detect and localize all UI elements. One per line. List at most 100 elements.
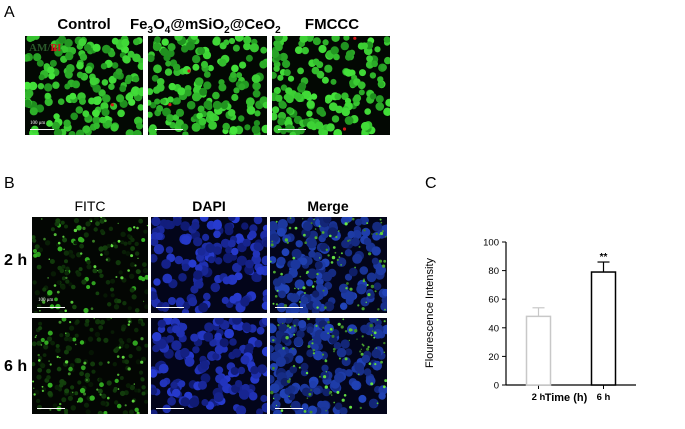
cell [84, 44, 92, 52]
cell [210, 282, 221, 293]
cell [249, 224, 258, 233]
cell [88, 381, 94, 388]
cell [47, 390, 53, 397]
fitc-dot [311, 285, 315, 288]
cell [308, 250, 316, 258]
fitc-dot [127, 367, 131, 371]
cell [132, 75, 140, 83]
cell [214, 257, 223, 265]
cell [214, 345, 224, 355]
fitc-dot [298, 366, 301, 369]
cell [383, 36, 390, 43]
cell [110, 330, 115, 334]
cell [111, 37, 119, 45]
cell [227, 239, 236, 248]
cell [130, 246, 135, 251]
cell [298, 320, 307, 329]
cell [326, 123, 335, 132]
fitc-dot [370, 284, 375, 289]
title-part: Fe [130, 16, 148, 33]
fitc-dot [383, 320, 386, 323]
cell [69, 390, 75, 397]
fitc-dot [383, 341, 386, 345]
cell [86, 264, 92, 270]
cell [156, 83, 165, 92]
fitc-dot [93, 265, 97, 269]
cell [372, 221, 383, 232]
cell [301, 387, 311, 397]
cell [370, 93, 377, 100]
cell [213, 219, 222, 229]
fitc-dot [140, 360, 144, 364]
cell [321, 76, 329, 84]
cell [200, 60, 209, 69]
fitc-dot [374, 290, 377, 293]
fitc-dot [367, 293, 371, 297]
cell [155, 232, 163, 241]
cell [121, 38, 130, 47]
cell [116, 94, 125, 103]
scale-bar [278, 129, 306, 130]
cell [151, 387, 158, 395]
cell [273, 65, 280, 72]
fitc-dot [363, 278, 365, 281]
cell [64, 388, 70, 394]
fitc-dot [76, 400, 79, 403]
fitc-dot [375, 347, 378, 349]
fitc-dot [310, 222, 313, 225]
cell [306, 326, 314, 334]
cell [65, 64, 75, 73]
fitc-dot [361, 335, 364, 338]
cell [93, 227, 98, 232]
cell [369, 399, 377, 408]
cell [77, 397, 84, 403]
fitc-dot [85, 378, 88, 382]
cell [229, 295, 238, 304]
fitc-dot [324, 306, 327, 309]
cell [121, 249, 127, 255]
fitc-dot [354, 329, 358, 333]
cell [307, 268, 318, 279]
cell [59, 383, 64, 388]
fitc-dot [373, 331, 377, 335]
fitc-dot [75, 343, 77, 346]
cell [232, 44, 240, 52]
cell [302, 221, 313, 232]
panel-a-title-text: FMCCC [304, 16, 360, 33]
cell [334, 372, 345, 383]
cell [26, 36, 34, 43]
fitc-dot [121, 355, 125, 359]
cell [205, 243, 215, 253]
cell [352, 229, 362, 240]
fitc-dot [344, 330, 348, 333]
cell [102, 44, 111, 54]
cell [122, 301, 127, 306]
cell [245, 97, 255, 107]
fitc-dot [342, 318, 345, 321]
cell [380, 64, 387, 71]
cell [344, 273, 353, 281]
cell [328, 335, 338, 344]
cell [262, 224, 267, 232]
fitc-dot [65, 276, 68, 280]
fitc-dot [306, 397, 309, 399]
fitc-dot [39, 310, 41, 312]
cell [97, 268, 103, 274]
cell [106, 380, 112, 386]
fitc-dot [272, 339, 275, 342]
cell [262, 101, 267, 109]
cell [76, 61, 84, 70]
fitc-dot [107, 361, 110, 364]
fitc-dot [133, 383, 135, 385]
fitc-dot [117, 373, 120, 376]
cell [358, 89, 365, 96]
fitc-dot [368, 362, 372, 365]
fitc-dot [330, 261, 334, 264]
fitc-dot [288, 395, 290, 398]
cell [134, 241, 139, 247]
cell [112, 362, 118, 367]
cell [290, 259, 301, 270]
cell [54, 384, 60, 391]
cell [151, 237, 159, 247]
cell [275, 356, 286, 367]
